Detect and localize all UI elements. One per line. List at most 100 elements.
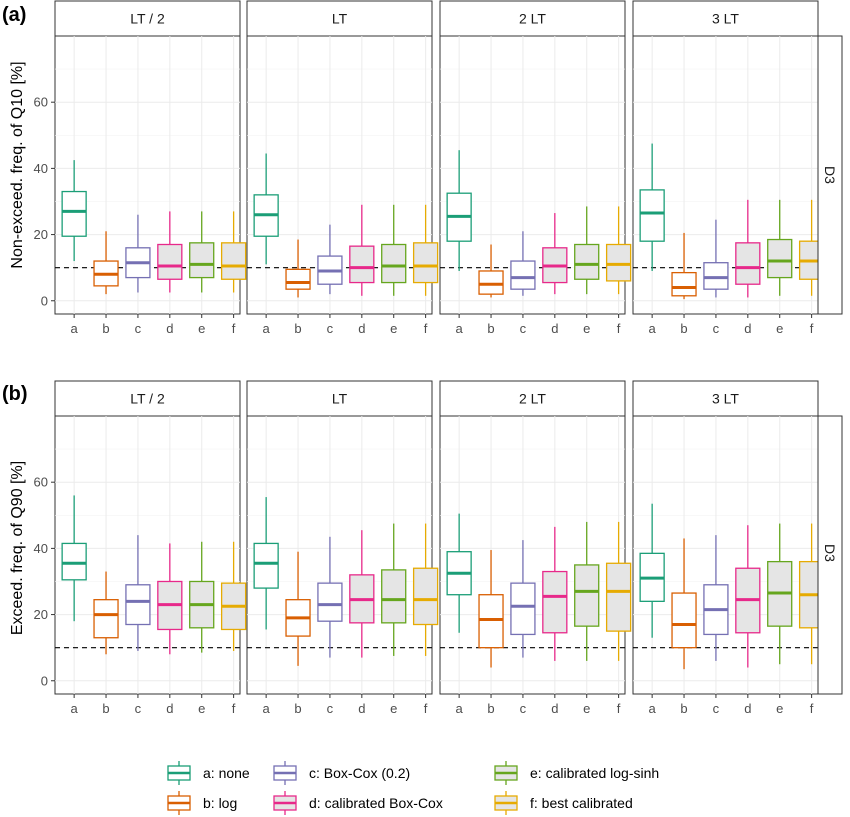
x-tick-label: e <box>583 701 590 716</box>
box-c <box>703 219 729 298</box>
facet-strip-bg <box>439 0 626 37</box>
box-e <box>767 199 793 296</box>
facet-panel: LT / 2 a b c d e f 0 20 40 60 <box>34 0 247 336</box>
box-c <box>510 540 536 658</box>
x-tick-label: c <box>520 701 527 716</box>
x-tick-label: f <box>617 701 621 716</box>
row-a-nonexceedance-q10: (a) Non-exceed. freq. of Q10 [%] LT / 2 a… <box>2 0 843 336</box>
box-e <box>381 204 407 296</box>
box-body <box>703 262 729 290</box>
box-body <box>478 270 504 295</box>
x-tick-label: e <box>390 701 397 716</box>
x-tick-label: a <box>71 701 79 716</box>
box-a <box>253 153 279 265</box>
box-body <box>381 569 407 624</box>
panel-tag-a: (a) <box>2 4 26 26</box>
box-f <box>412 204 439 296</box>
box-c <box>703 535 729 661</box>
row-strip-label-a: D3 <box>822 166 838 184</box>
y-tick-label: 20 <box>34 607 48 622</box>
x-tick-label: f <box>424 701 428 716</box>
y-tick-label: 40 <box>34 161 48 176</box>
x-tick-label: c <box>135 321 142 336</box>
x-tick-label: f <box>810 321 814 336</box>
facet-strip-label: LT <box>332 11 348 27</box>
box-d <box>542 526 568 661</box>
facet-panel: 3 LT a b c d e f <box>632 380 825 716</box>
box-e <box>189 211 215 293</box>
box-f <box>605 206 632 295</box>
box-b <box>478 550 504 668</box>
facet-panel: 2 LT a b c d e f <box>439 0 632 336</box>
row-strip-label-b: D3 <box>822 544 838 562</box>
legend-label: c: Box-Cox (0.2) <box>309 765 410 781</box>
facet-strip-label: 2 LT <box>519 391 546 407</box>
facet-strip-label: 3 LT <box>712 391 739 407</box>
legend: a: none b: log c: Box-Cox (0.2) d: calibrat… <box>167 761 659 815</box>
box-f <box>412 523 439 656</box>
facet-strip-bg <box>439 380 626 417</box>
box-e <box>767 523 793 665</box>
x-tick-label: e <box>776 321 783 336</box>
box-f <box>220 541 247 651</box>
box-body <box>189 242 215 279</box>
box-body <box>93 599 119 639</box>
box-d <box>349 204 375 296</box>
facet-panel: LT a b c d e f <box>246 0 439 336</box>
box-f <box>220 211 247 293</box>
box-body <box>605 243 632 282</box>
x-tick-label: d <box>166 321 173 336</box>
x-tick-label: c <box>135 701 142 716</box>
x-tick-label: a <box>263 701 271 716</box>
facet-strip-bg <box>246 0 433 37</box>
facet-strip-label: LT / 2 <box>130 11 165 27</box>
row-strip-bg-a <box>817 35 843 315</box>
box-d <box>157 543 183 655</box>
box-c <box>125 535 151 651</box>
x-tick-label: c <box>713 701 720 716</box>
x-tick-label: f <box>617 321 621 336</box>
legend-item-f: f: best calibrated <box>494 791 633 815</box>
x-tick-label: b <box>487 321 494 336</box>
legend-item-a: a: none <box>167 761 250 785</box>
x-tick-label: c <box>327 321 334 336</box>
y-tick-label: 0 <box>41 293 48 308</box>
legend-label: d: calibrated Box-Cox <box>309 795 443 811</box>
box-a <box>639 503 665 638</box>
legend-label: b: log <box>203 795 237 811</box>
box-body <box>61 542 87 581</box>
box-c <box>317 224 343 295</box>
box-body <box>317 582 343 622</box>
box-c <box>317 536 343 658</box>
box-c <box>125 214 151 293</box>
box-e <box>574 521 600 661</box>
box-d <box>735 525 761 668</box>
x-tick-label: a <box>456 701 464 716</box>
legend-label: e: calibrated log-sinh <box>530 765 659 781</box>
box-a <box>253 497 279 630</box>
row-strip-a: D3 <box>817 35 843 315</box>
box-body <box>349 245 375 284</box>
facet-strip-bg <box>632 0 819 37</box>
x-tick-label: b <box>294 701 301 716</box>
y-axis-title-b: Exceed. freq. of Q90 [%] <box>9 461 26 635</box>
box-d <box>349 530 375 658</box>
row-b-exceedance-q90: (b) Exceed. freq. of Q90 [%] LT / 2 a b c d e… <box>2 380 843 716</box>
box-e <box>381 523 407 656</box>
y-tick-label: 60 <box>34 475 48 490</box>
x-tick-label: d <box>744 701 751 716</box>
x-tick-label: d <box>551 701 558 716</box>
y-tick-label: 60 <box>34 95 48 110</box>
x-tick-label: b <box>680 701 687 716</box>
facet-panel: 3 LT a b c d e f <box>632 0 825 336</box>
box-body <box>412 242 439 284</box>
facet-panel: 2 LT a b c d e f <box>439 380 632 716</box>
legend-label: f: best calibrated <box>530 795 633 811</box>
x-tick-label: b <box>680 321 687 336</box>
x-tick-label: d <box>358 701 365 716</box>
legend-item-d: d: calibrated Box-Cox <box>273 791 443 815</box>
box-b <box>671 538 697 670</box>
x-tick-label: e <box>776 701 783 716</box>
